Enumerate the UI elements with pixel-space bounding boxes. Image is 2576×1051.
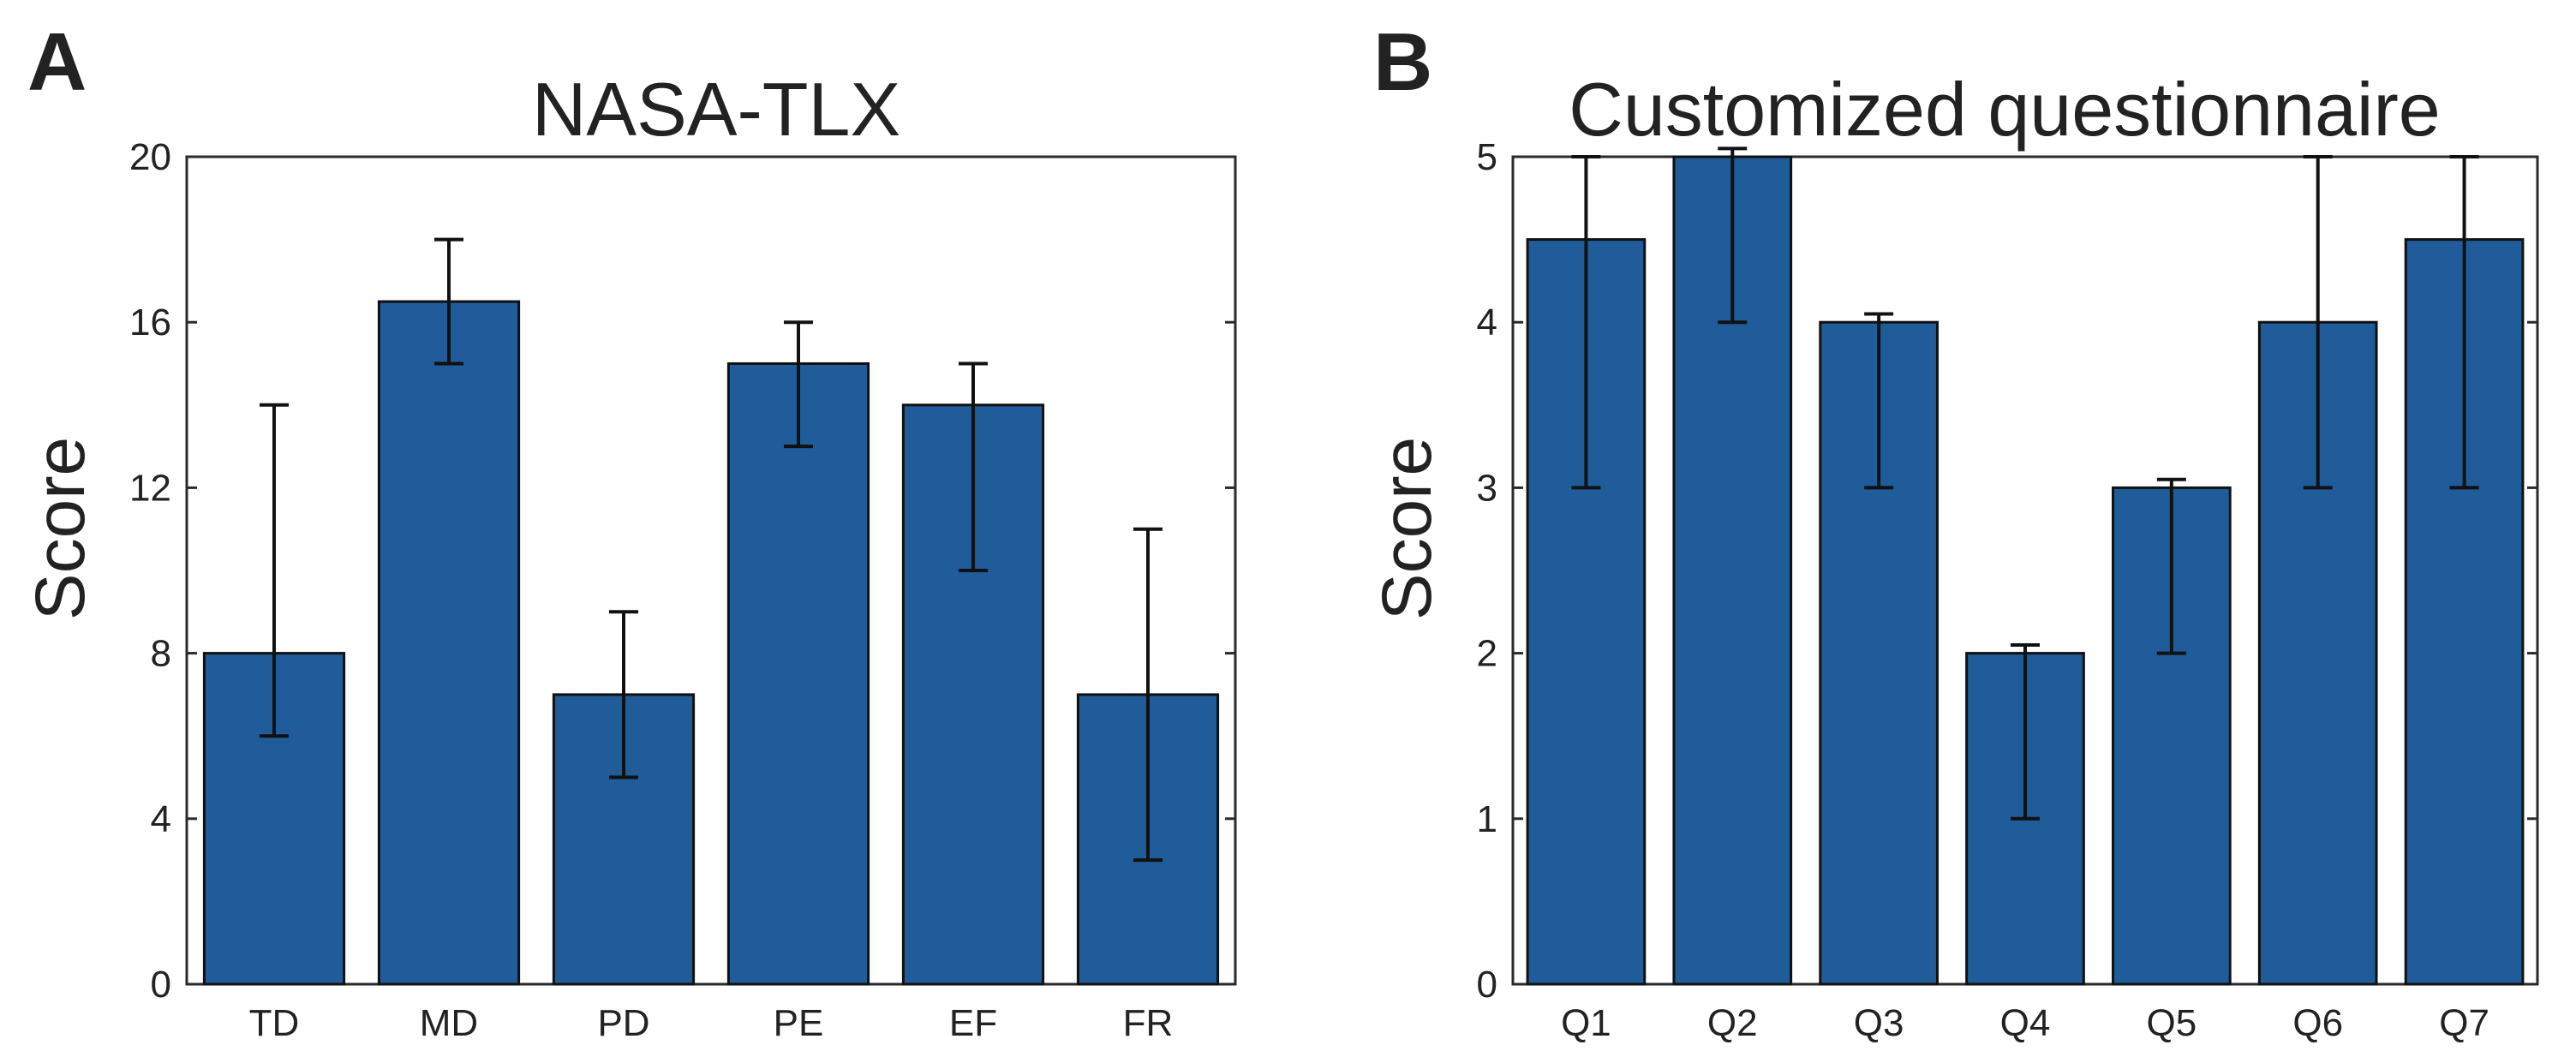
panel-b-label: B: [1373, 16, 1432, 108]
panel-a-x-tick-label-pd: PD: [597, 1002, 649, 1044]
panel-a-error-bar-fr: [1133, 527, 1162, 863]
panel-a-y-tick-label-1: 4: [151, 798, 171, 840]
panel-b-x-tick-label-q2: Q2: [1707, 1002, 1758, 1044]
panel-b-error-bars: [1571, 146, 2479, 821]
panel-b-x-tick-label-q5: Q5: [2147, 1002, 2197, 1044]
panel-a-bar-pe: [726, 362, 870, 986]
panel-a-y-tick-label-4: 16: [129, 302, 171, 343]
panel-b-bars: [1526, 155, 2525, 986]
panel-a-x-tick-label-ef: EF: [949, 1002, 997, 1044]
panel-b-y-ticks: 0 1 2 3 4 5: [1477, 136, 2537, 1006]
panel-a-plot-frame: [185, 155, 1237, 986]
panel-b-y-tick-label-5: 5: [1477, 136, 1497, 178]
panel-b-x-tick-label-q6: Q6: [2292, 1002, 2343, 1044]
panel-a-x-tick-label-fr: FR: [1123, 1002, 1174, 1044]
panel-b-error-bar-q3: [1864, 312, 1894, 490]
panel-b-y-tick-label-1: 1: [1477, 798, 1497, 840]
panel-a-error-bar-pe: [784, 320, 813, 449]
panel-b-error-bar-q6: [2303, 155, 2333, 490]
panel-a-x-axis-labels: TD MD PD PE EF FR: [249, 1002, 1174, 1044]
panel-b-x-tick-label-q4: Q4: [2000, 1002, 2051, 1044]
panel-b-y-tick-label-2: 2: [1477, 633, 1497, 675]
panel-a-error-bar-md: [434, 237, 463, 366]
panel-a-error-bar-td: [260, 403, 289, 738]
panel-a-y-tick-label-2: 8: [151, 633, 171, 675]
panel-a-y-tick-label-5: 20: [129, 136, 171, 178]
panel-b-error-bar-q5: [2156, 477, 2186, 655]
panel-a-x-tick-label-md: MD: [420, 1002, 478, 1044]
panel-b-x-tick-label-q7: Q7: [2439, 1002, 2489, 1044]
panel-a-error-bar-ef: [959, 361, 988, 572]
panel-a-error-bar-pd: [609, 610, 638, 779]
panel-b-x-tick-label-q1: Q1: [1561, 1002, 1611, 1044]
panel-a-x-tick-label-pe: PE: [774, 1002, 824, 1044]
panel-b-x-axis-labels: Q1 Q2 Q3 Q4 Q5 Q6 Q7: [1561, 1002, 2489, 1044]
panel-a-error-bars: [260, 237, 1162, 863]
panel-a-bars: [202, 300, 1220, 986]
panel-b-y-tick-label-0: 0: [1477, 964, 1497, 1006]
panel-a-label: A: [27, 16, 87, 108]
chart-panel-b: B Customized questionnaire Score 012345 …: [1368, 16, 2539, 1044]
panel-a-x-tick-label-td: TD: [249, 1002, 300, 1044]
panel-b-error-bar-q2: [1718, 146, 1748, 325]
panel-b-title: Customized questionnaire: [1569, 67, 2440, 152]
panel-a-y-ticks: 0 4 8 12 16 20: [129, 136, 1235, 1006]
panel-a-title: NASA-TLX: [532, 67, 900, 152]
panel-b-error-bar-q1: [1571, 155, 1601, 490]
chart-panel-a: A NASA-TLX Score 0 4 8 12 16 20 TD MD PD PE EF FR: [21, 16, 1237, 1044]
panel-b-y-axis-label: Score: [1368, 437, 1446, 620]
panel-b-y-tick-label-3: 3: [1477, 467, 1497, 509]
panel-a-y-tick-label-0: 0: [151, 964, 171, 1006]
panel-b-error-bar-q4: [2011, 642, 2040, 821]
panel-b-x-tick-label-q3: Q3: [1854, 1002, 1904, 1044]
panel-b-y-tick-label-4: 4: [1477, 302, 1497, 343]
panel-a-y-axis-label: Score: [21, 437, 99, 620]
panel-b-error-bar-q7: [2449, 155, 2479, 490]
panel-a-y-tick-label-3: 12: [129, 467, 171, 509]
panel-a-bar-md: [377, 300, 521, 986]
